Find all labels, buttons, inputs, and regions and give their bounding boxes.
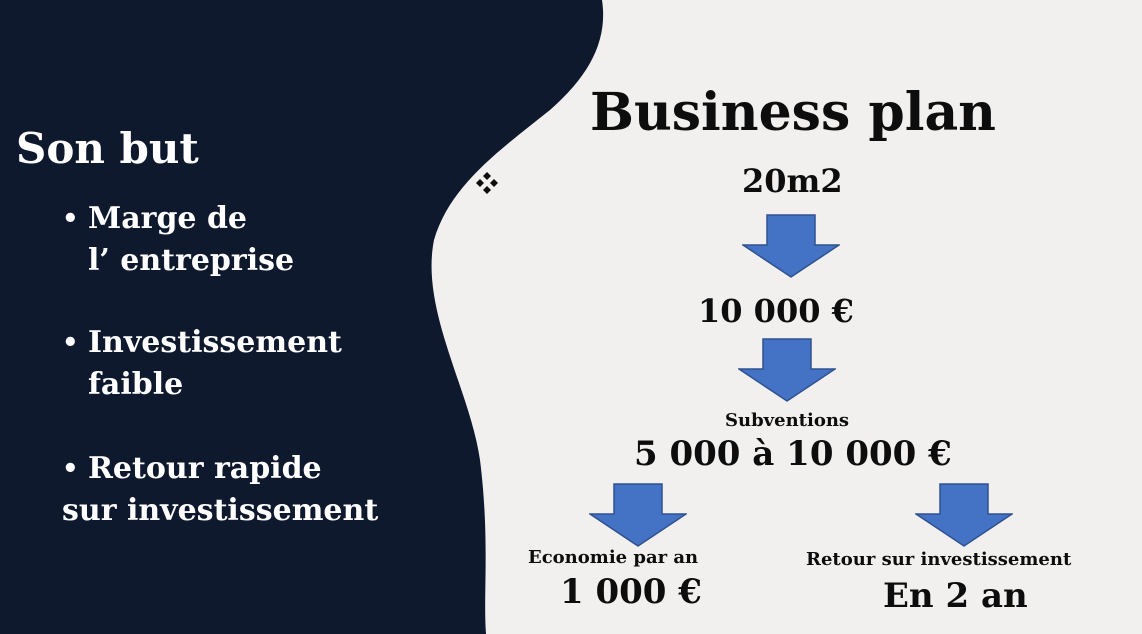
bullet-investissement: • Investissement faible bbox=[62, 322, 342, 406]
bullet-line-2: l’ entreprise bbox=[88, 243, 295, 278]
bullet-line-2: faible bbox=[88, 367, 184, 402]
cost-value: 10 000 € bbox=[698, 292, 854, 330]
bullet-dot: • bbox=[62, 328, 79, 358]
business-plan-title: Business plan bbox=[590, 82, 996, 143]
roi-value: En 2 an bbox=[883, 576, 1028, 616]
bullet-line-1: Investissement bbox=[88, 325, 342, 360]
bullet-line-2: sur investissement bbox=[62, 493, 379, 528]
bullet-line-1: Retour rapide bbox=[88, 451, 322, 486]
down-arrow-icon bbox=[742, 214, 840, 278]
bullet-line-1: Marge de bbox=[88, 201, 248, 236]
down-arrow-icon bbox=[738, 338, 836, 402]
subsidies-label: Subventions bbox=[725, 410, 850, 431]
surface-value: 20m2 bbox=[742, 162, 843, 200]
bullet-marge: • Marge de l’ entreprise bbox=[62, 198, 295, 282]
left-title: Son but bbox=[16, 124, 199, 173]
bullet-dot: • bbox=[62, 454, 79, 484]
bullet-dot: • bbox=[62, 204, 79, 234]
savings-value: 1 000 € bbox=[560, 572, 702, 612]
four-diamonds-icon bbox=[476, 172, 498, 194]
down-arrow-icon bbox=[589, 483, 687, 547]
savings-label: Economie par an bbox=[528, 547, 699, 568]
bullet-retour: • Retour rapide sur investissement bbox=[62, 448, 404, 532]
subsidies-range: 5 000 à 10 000 € bbox=[634, 434, 952, 474]
down-arrow-icon bbox=[915, 483, 1013, 547]
roi-label: Retour sur investissement bbox=[806, 549, 1072, 570]
